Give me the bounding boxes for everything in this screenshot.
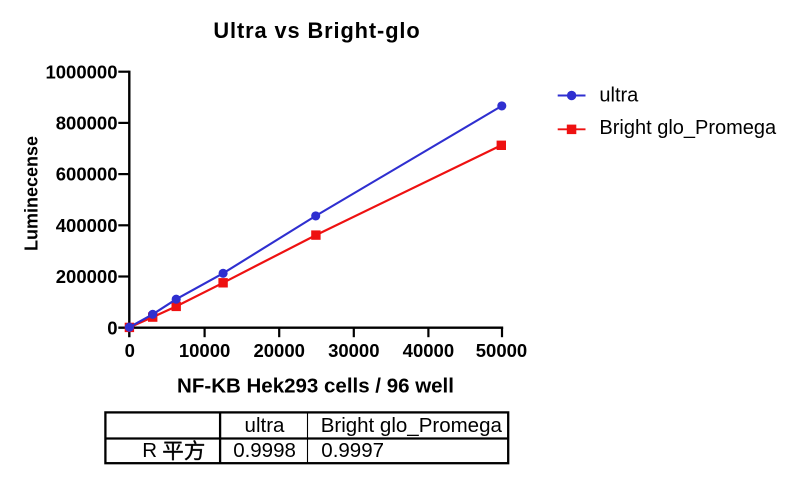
svg-text:0.9998: 0.9998: [233, 439, 296, 462]
svg-text:40000: 40000: [403, 340, 454, 361]
svg-text:800000: 800000: [56, 113, 118, 134]
svg-text:20000: 20000: [253, 340, 304, 361]
svg-text:Luminecense: Luminecense: [21, 136, 41, 251]
svg-text:400000: 400000: [56, 215, 118, 236]
svg-text:0: 0: [125, 340, 135, 361]
svg-text:30000: 30000: [328, 340, 379, 361]
svg-text:200000: 200000: [56, 266, 118, 287]
svg-text:NF-KB Hek293 cells / 96 well: NF-KB Hek293 cells / 96 well: [177, 374, 454, 397]
svg-text:50000: 50000: [476, 340, 527, 361]
svg-text:Ultra vs Bright-glo: Ultra vs Bright-glo: [213, 18, 420, 43]
svg-text:10000: 10000: [179, 340, 230, 361]
svg-text:R: R: [142, 439, 157, 462]
svg-text:0.9997: 0.9997: [321, 439, 384, 462]
svg-text:0: 0: [107, 317, 117, 338]
svg-text:1000000: 1000000: [45, 61, 117, 82]
svg-text:600000: 600000: [56, 164, 118, 185]
svg-text:Bright glo_Promega: Bright glo_Promega: [321, 414, 503, 437]
svg-text:Bright glo_Promega: Bright glo_Promega: [599, 117, 777, 139]
svg-text:ultra: ultra: [245, 414, 285, 437]
svg-text:ultra: ultra: [599, 85, 639, 107]
